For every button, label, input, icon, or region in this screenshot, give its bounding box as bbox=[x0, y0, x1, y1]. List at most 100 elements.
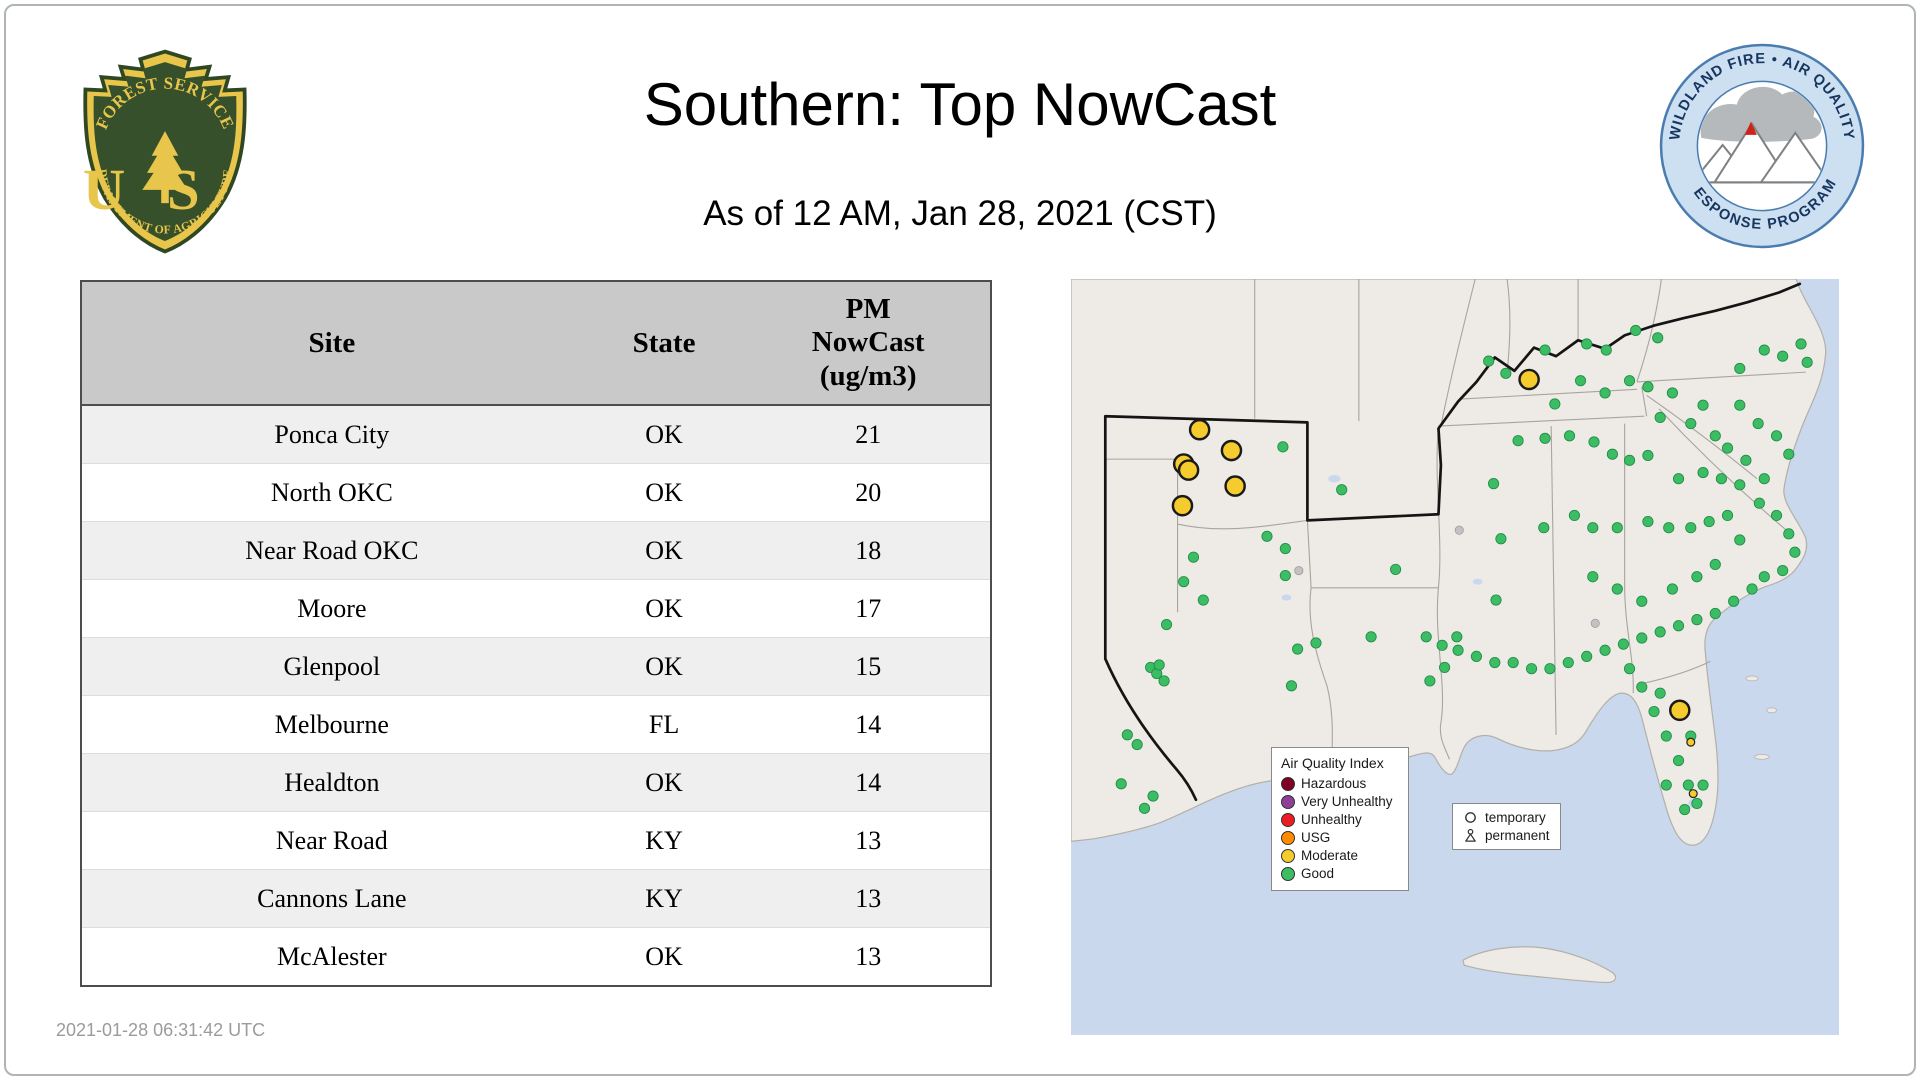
good-monitor-dot bbox=[1709, 558, 1721, 571]
good-monitor-dot bbox=[1525, 663, 1538, 675]
good-monitor-dot bbox=[1672, 620, 1685, 632]
good-monitor-dot bbox=[1507, 656, 1519, 669]
state-cell: OK bbox=[581, 521, 747, 580]
good-monitor-dot bbox=[1115, 778, 1127, 790]
temporary-marker-label: temporary bbox=[1485, 810, 1546, 825]
state-border-lines bbox=[1105, 279, 1806, 760]
good-monitor-dot bbox=[1721, 442, 1734, 454]
island-shapes bbox=[1745, 675, 1777, 760]
aqi-legend-label: Unhealthy bbox=[1301, 812, 1362, 827]
permanent-marker-label: permanent bbox=[1485, 828, 1550, 843]
good-monitor-dot bbox=[1538, 522, 1550, 534]
hazardous-swatch-icon bbox=[1281, 776, 1295, 791]
state-cell: OK bbox=[581, 579, 747, 638]
good-monitor-dot bbox=[1789, 546, 1801, 558]
good-monitor-dot bbox=[1636, 595, 1648, 607]
good-monitor-dot bbox=[1777, 565, 1789, 577]
good-monitor-dot bbox=[1770, 430, 1783, 442]
good-monitor-dot bbox=[1500, 367, 1512, 379]
good-monitor-dot bbox=[1654, 687, 1666, 699]
aqi-legend-item: Good bbox=[1281, 866, 1399, 881]
good-monitor-dot bbox=[1581, 338, 1593, 350]
good-monitor-dot bbox=[1574, 375, 1587, 387]
site-cell: North OKC bbox=[81, 463, 582, 522]
aqi-legend: Air Quality Index Hazardous Very Unhealth… bbox=[1271, 747, 1409, 891]
good-monitor-dot bbox=[1599, 644, 1611, 656]
good-monitor-dot bbox=[1636, 681, 1648, 693]
unhealthy-swatch-icon bbox=[1281, 812, 1295, 827]
good-monitor-dot bbox=[1587, 571, 1599, 583]
good-monitor-dot bbox=[1512, 435, 1524, 447]
good-monitor-dot bbox=[1682, 779, 1694, 791]
permanent-marker-row: permanent bbox=[1463, 828, 1550, 843]
good-monitor-dot bbox=[1279, 569, 1291, 582]
moderate-monitor-dot bbox=[1188, 418, 1211, 441]
nowcast-table-row: Moore OK 17 bbox=[81, 579, 991, 638]
state-cell: KY bbox=[581, 869, 747, 928]
region-boundary-line bbox=[1103, 282, 1802, 802]
monitor-map: Air Quality Index Hazardous Very Unhealth… bbox=[1071, 279, 1839, 1035]
aqi-legend-label: USG bbox=[1301, 830, 1331, 845]
good-monitor-dot bbox=[1758, 344, 1770, 356]
good-monitor-dot bbox=[1490, 594, 1502, 606]
good-monitor-dot bbox=[1600, 344, 1612, 356]
nowcast-table: Site State PM NowCast (ug/m3) Ponca City… bbox=[80, 280, 992, 987]
temporary-marker-icon bbox=[1465, 812, 1476, 823]
aqi-legend-label: Hazardous bbox=[1301, 776, 1367, 791]
good-monitor-dot bbox=[1261, 530, 1273, 542]
moderate-monitor-dot-small bbox=[1686, 737, 1696, 747]
good-monitor-dot bbox=[1734, 534, 1746, 546]
good-monitor-dot bbox=[1758, 571, 1770, 583]
good-monitor-dot bbox=[1654, 411, 1666, 424]
forest-service-logo: FOREST SERVICE US DEPARTMENT OF AGRICULT… bbox=[83, 49, 247, 254]
good-monitor-dot bbox=[1715, 473, 1727, 485]
generated-timestamp: 2021-01-28 06:31:42 UTC bbox=[56, 1020, 266, 1040]
map-canvas bbox=[1071, 279, 1827, 984]
value-cell: 20 bbox=[746, 463, 991, 522]
good-monitor-dot bbox=[1660, 730, 1672, 742]
good-monitor-dot bbox=[1277, 441, 1289, 453]
good-monitor-dot bbox=[1470, 650, 1483, 662]
marker-type-legend: temporary permanent bbox=[1452, 803, 1561, 850]
pine-tree-icon bbox=[142, 131, 188, 204]
cuba-shape bbox=[1462, 946, 1617, 984]
good-monitor-dot bbox=[1740, 454, 1752, 466]
state-column-header: State bbox=[581, 281, 747, 406]
flame-icon bbox=[1744, 121, 1757, 135]
good-monitor-dot bbox=[1121, 729, 1133, 741]
site-column-header: Site bbox=[81, 281, 582, 406]
good-monitor-dot bbox=[1489, 656, 1501, 669]
good-monitor-dot bbox=[1483, 355, 1495, 367]
good-monitor-dot bbox=[1691, 571, 1703, 583]
good-monitor-dot bbox=[1539, 344, 1551, 356]
aqi-legend-item: USG bbox=[1281, 830, 1399, 845]
monitor-dots-layer bbox=[1115, 324, 1813, 816]
site-cell: Ponca City bbox=[81, 404, 582, 464]
smoke-cloud-icon bbox=[1700, 86, 1822, 142]
permanent-marker-icon bbox=[1465, 828, 1476, 842]
nowcast-table-row: Glenpool OK 15 bbox=[81, 637, 991, 696]
inactive-monitor-dot bbox=[1454, 525, 1464, 535]
moderate-swatch-icon bbox=[1281, 848, 1295, 863]
good-monitor-dot bbox=[1648, 705, 1660, 718]
good-monitor-dot bbox=[1611, 583, 1623, 595]
good-monitor-dot bbox=[1746, 583, 1758, 595]
good-monitor-dot bbox=[1703, 516, 1715, 528]
good-monitor-dot bbox=[1588, 436, 1600, 448]
state-cell: OK bbox=[581, 463, 747, 522]
good-monitor-dot bbox=[1753, 497, 1765, 509]
good-swatch-icon bbox=[1281, 866, 1295, 881]
good-monitor-dot bbox=[1691, 614, 1703, 626]
good-monitor-dot bbox=[1642, 381, 1654, 393]
good-monitor-dot bbox=[1539, 432, 1551, 444]
aqi-legend-item: Unhealthy bbox=[1281, 812, 1399, 827]
good-monitor-dot bbox=[1451, 631, 1463, 643]
good-monitor-dot bbox=[1495, 533, 1507, 545]
good-monitor-dot bbox=[1623, 663, 1636, 675]
moderate-monitor-dot bbox=[1220, 439, 1243, 462]
nowcast-table-row: Cannons Lane KY 13 bbox=[81, 869, 991, 928]
value-cell: 21 bbox=[746, 404, 991, 464]
good-monitor-dot bbox=[1606, 448, 1618, 460]
good-monitor-dot bbox=[1424, 675, 1436, 687]
state-cell: OK bbox=[581, 404, 747, 464]
